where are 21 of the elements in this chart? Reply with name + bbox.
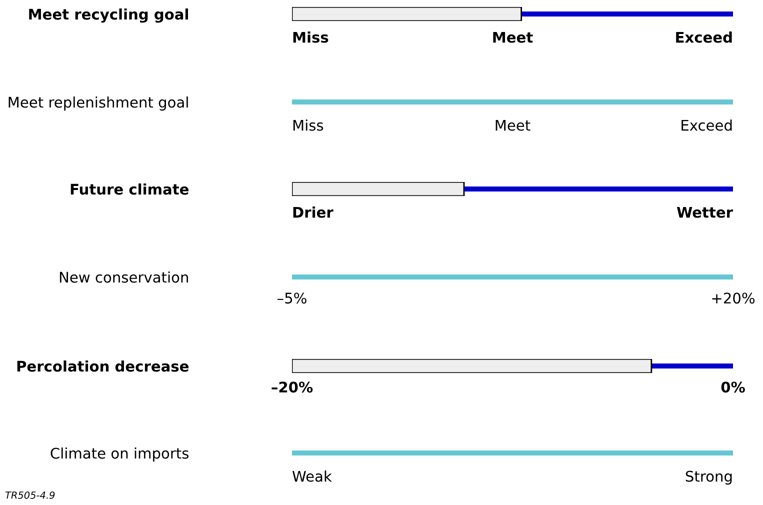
annotation: Drier [293, 206, 334, 218]
annotation: Miss [293, 32, 328, 43]
y-tick-label: Future climate [70, 183, 189, 195]
x-tick-label: 0% [721, 382, 745, 393]
y-tick-label: Meet recycling goal [29, 8, 188, 23]
annotation: Exceed [682, 120, 732, 131]
annotation: Wetter [676, 206, 733, 218]
y-tick-label: Meet replenishment goal [8, 96, 188, 111]
annotation: Meet [493, 32, 533, 43]
annotation: Meet [496, 120, 530, 131]
annotation: Strong [686, 470, 732, 485]
x-tick-label: –5% [278, 292, 306, 304]
annotation: Exceed [676, 32, 732, 43]
y-tick-label: Percolation decrease [17, 360, 189, 372]
x-tick-label: –20% [272, 382, 313, 393]
x-tick-label: +20% [712, 292, 755, 304]
y-tick-label: Climate on imports [50, 447, 189, 462]
annotation: Miss [293, 120, 324, 131]
y-tick-label: New conservation [60, 271, 188, 283]
text: TR505-4.9 [5, 491, 55, 499]
annotation: Weak [292, 470, 332, 482]
